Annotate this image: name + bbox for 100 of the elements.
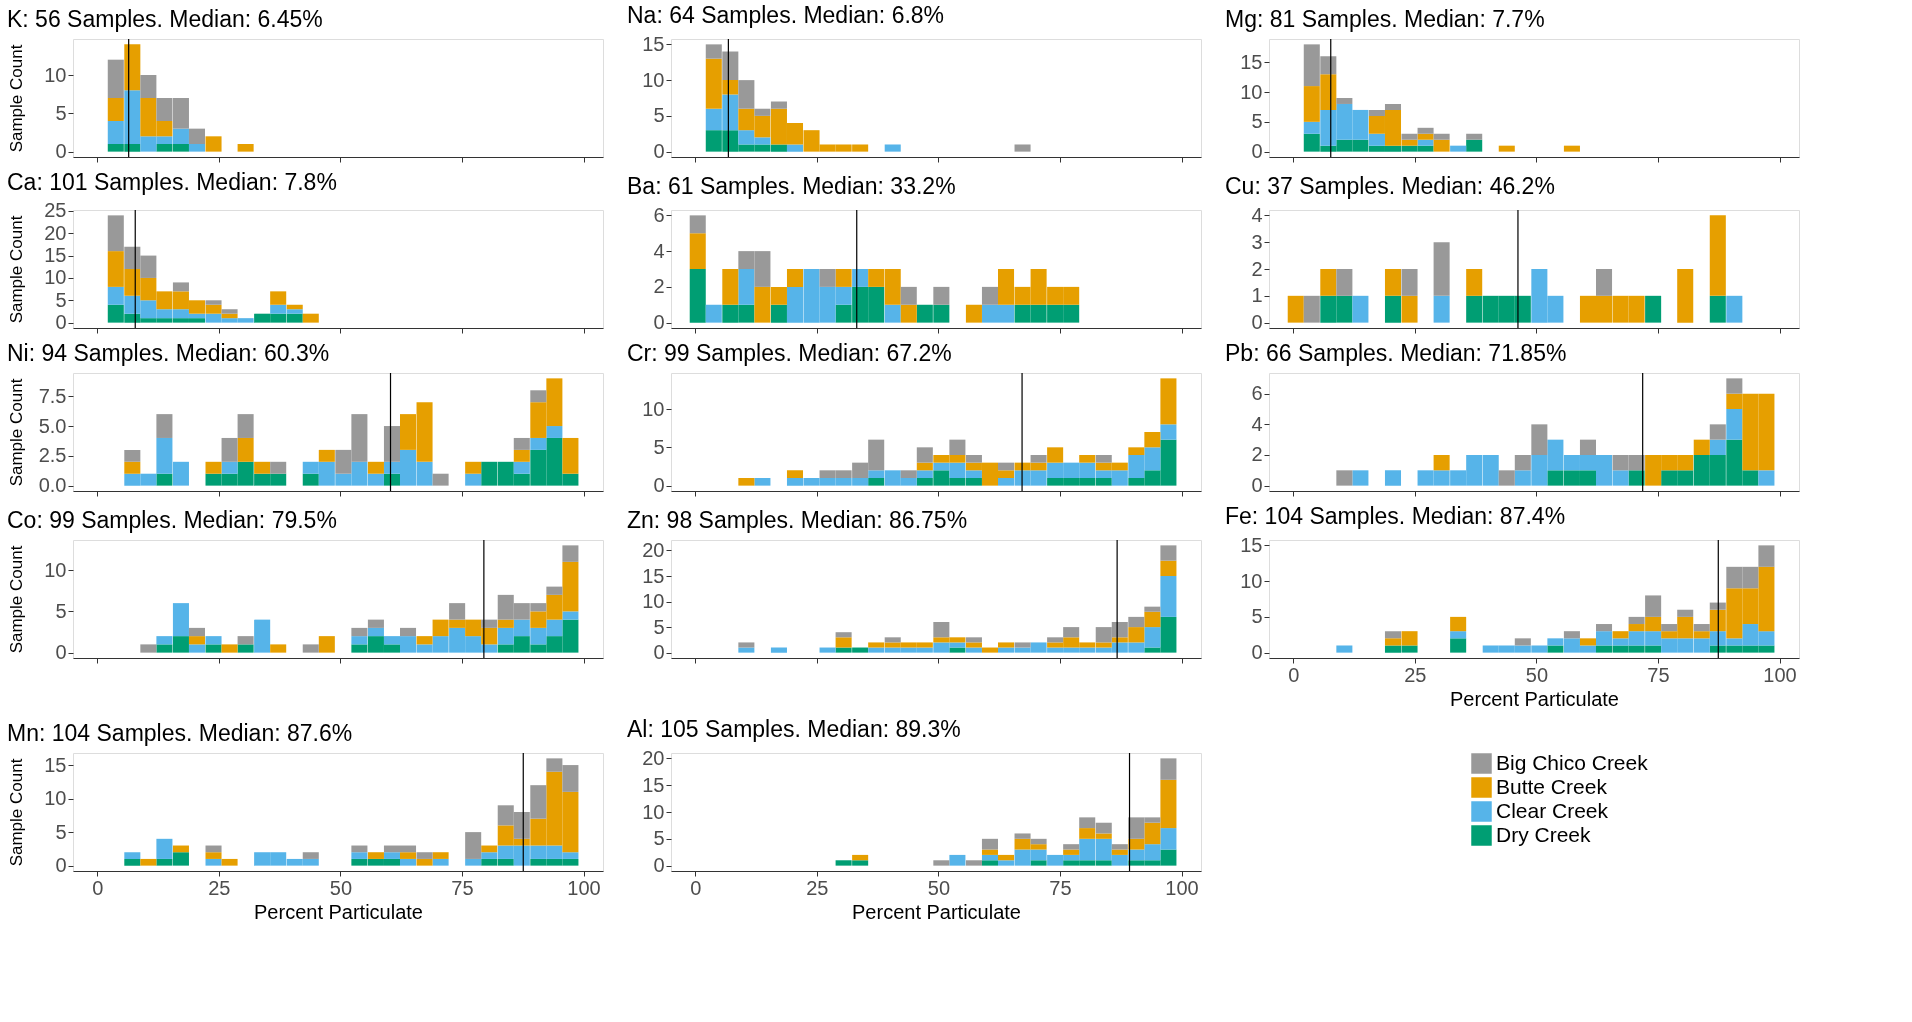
y-tick-label: 0: [55, 641, 67, 664]
y-tick-label: 10: [642, 590, 665, 613]
y-tick-label: 5: [55, 101, 67, 124]
bar: [562, 437, 579, 474]
bar: [1612, 631, 1629, 639]
bar: [1645, 595, 1662, 617]
chart-title: Cu: 37 Samples. Median: 46.2%: [1225, 173, 1555, 200]
x-tick-label: 75: [1647, 663, 1670, 686]
bar: [835, 637, 852, 648]
bar: [1287, 295, 1304, 323]
y-tick-label: 5: [55, 820, 67, 843]
bar: [1758, 470, 1775, 486]
bar: [449, 603, 466, 620]
x-tick-label: 0: [1288, 663, 1300, 686]
chart-title: Al: 105 Samples. Median: 89.3%: [627, 716, 961, 743]
bar: [1160, 378, 1177, 425]
chart-title: Mn: 104 Samples. Median: 87.6%: [7, 720, 353, 747]
bar: [124, 461, 141, 474]
y-tick-label: 15: [44, 244, 67, 267]
bar: [1726, 295, 1743, 323]
bar: [205, 136, 222, 152]
bar: [1547, 645, 1564, 653]
bar: [900, 286, 917, 305]
bar: [965, 860, 982, 866]
bar: [1014, 642, 1031, 648]
bar: [318, 636, 335, 653]
bar: [835, 632, 852, 638]
x-tick-label: 0: [690, 876, 702, 899]
bar: [786, 470, 804, 478]
bar: [933, 621, 950, 638]
bar: [513, 449, 530, 462]
x-tick-label: 100: [1763, 663, 1797, 686]
bar: [835, 269, 852, 287]
bar: [884, 637, 901, 643]
bar: [1401, 269, 1418, 296]
bar: [1709, 602, 1726, 610]
bar: [689, 233, 706, 269]
bar: [237, 143, 254, 152]
bar: [221, 858, 238, 866]
bar: [237, 644, 254, 653]
bar: [1677, 269, 1694, 323]
y-tick-label: 0: [653, 311, 665, 334]
bar: [432, 473, 449, 486]
bar: [513, 437, 530, 450]
bar: [205, 461, 222, 474]
bar: [738, 269, 755, 305]
bar: [432, 852, 449, 859]
bar: [1433, 454, 1450, 471]
bar: [1384, 631, 1402, 639]
bar: [367, 619, 384, 628]
bar: [1531, 424, 1548, 455]
bar: [884, 304, 901, 323]
y-tick-label: 20: [44, 221, 67, 244]
y-tick-label: 0: [653, 641, 665, 664]
bar: [770, 101, 787, 109]
bar: [530, 437, 547, 450]
bar: [513, 461, 530, 474]
bar: [383, 426, 400, 462]
bar: [1384, 470, 1402, 486]
bar: [302, 313, 319, 323]
bar: [1336, 645, 1353, 653]
y-tick-label: 15: [44, 753, 67, 776]
bar: [965, 647, 982, 653]
bar: [786, 144, 804, 152]
bar: [1128, 447, 1145, 455]
y-axis-title: Sample Count: [6, 215, 26, 324]
bar: [205, 636, 222, 645]
y-tick-label: 5: [653, 435, 665, 458]
bar: [221, 309, 238, 314]
bar: [738, 647, 755, 653]
x-tick-label: 50: [927, 876, 951, 899]
bar: [172, 603, 189, 637]
bar: [107, 59, 124, 98]
y-tick-label: 0: [653, 854, 665, 877]
bar: [949, 439, 966, 455]
y-tick-label: 0: [653, 140, 665, 163]
bar: [465, 461, 482, 474]
bar: [933, 860, 950, 866]
bar: [1433, 295, 1450, 323]
bar: [738, 80, 755, 109]
x-axis-title: Percent Particulate: [1450, 687, 1619, 710]
x-tick-label: 100: [1165, 876, 1199, 899]
chart-title: Ba: 61 Samples. Median: 33.2%: [627, 173, 956, 200]
bar: [981, 849, 998, 855]
bar: [1336, 269, 1353, 296]
y-tick-label: 20: [642, 746, 665, 769]
bar: [254, 461, 271, 474]
bar: [965, 642, 982, 648]
bar: [188, 644, 206, 653]
chart-title: Ca: 101 Samples. Median: 7.8%: [7, 168, 337, 195]
bar: [1709, 439, 1726, 455]
bar: [1336, 98, 1353, 104]
bar: [1144, 432, 1161, 448]
bar: [416, 636, 433, 645]
bar: [172, 282, 189, 292]
bar: [754, 477, 771, 486]
x-tick-label: 50: [329, 876, 353, 899]
bar: [1384, 269, 1402, 296]
bar: [1111, 844, 1128, 850]
bar: [786, 269, 804, 287]
